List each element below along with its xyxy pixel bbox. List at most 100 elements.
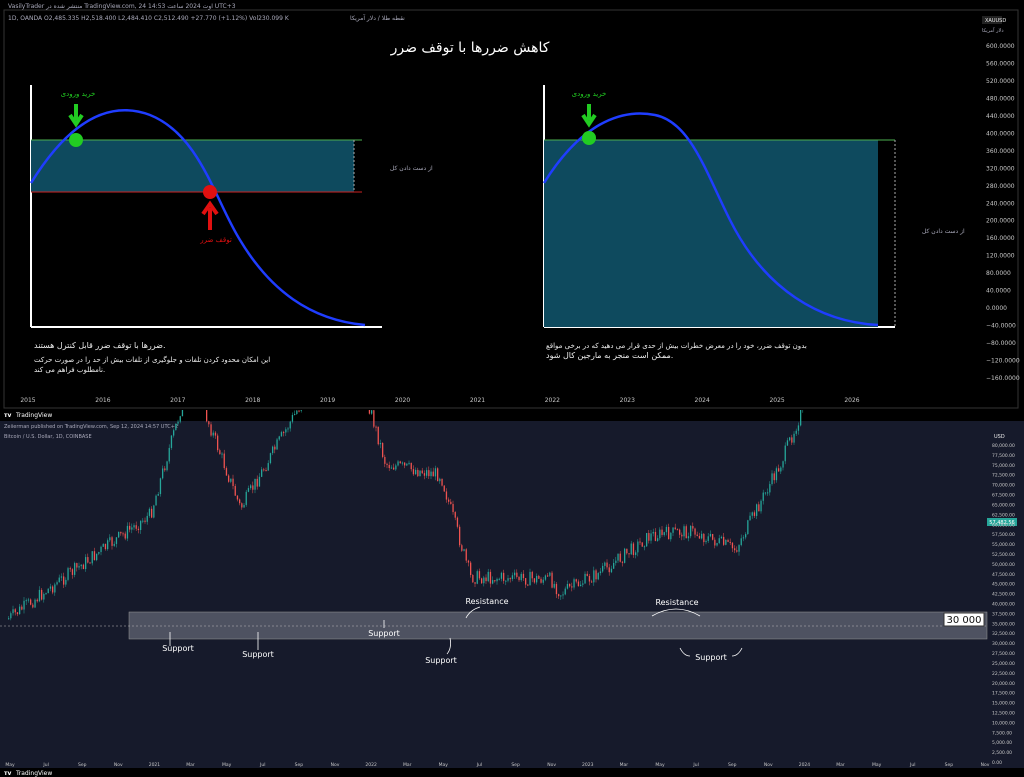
- candle-body: [725, 539, 727, 545]
- candle-body: [518, 576, 520, 581]
- candle-body: [630, 543, 632, 555]
- bottom-x-tick: Jul: [42, 762, 48, 768]
- candle-body: [241, 503, 243, 508]
- candle-body: [767, 492, 769, 494]
- bottom-y-tick: 80,000.00: [992, 443, 1015, 449]
- bottom-x-tick: May: [439, 762, 449, 768]
- left-loss-zone: [31, 140, 354, 192]
- bottom-y-tick: 5,000.00: [992, 740, 1012, 746]
- candle-body: [786, 440, 789, 446]
- candle-body: [762, 492, 764, 501]
- bottom-x-tick: Jul: [692, 762, 698, 768]
- candle-body: [494, 580, 496, 582]
- candle-body: [261, 469, 263, 477]
- btc-symbol-line: Bitcoin / U.S. Dollar, 1D, COINBASE: [4, 434, 92, 440]
- candle-body: [173, 430, 175, 436]
- candle-body: [140, 520, 142, 531]
- candle-body: [461, 545, 463, 551]
- candle-body: [230, 478, 232, 482]
- candle-body: [511, 575, 514, 580]
- candle-body: [45, 593, 47, 595]
- bottom-y-tick: 67,500.00: [992, 493, 1015, 499]
- candle-body: [789, 437, 791, 441]
- candle-body: [676, 529, 679, 531]
- currency-tag-box[interactable]: [982, 16, 1002, 24]
- candle-body: [650, 533, 652, 541]
- candle-body: [445, 491, 448, 500]
- candle-body: [571, 586, 573, 588]
- candle-body: [181, 410, 184, 417]
- top-chart-panel: VasilyTrader منتشر شده در TradingView.co…: [3, 3, 1020, 409]
- candle-body: [379, 443, 382, 445]
- candle-body: [91, 551, 93, 564]
- last-price-badge: [987, 518, 1017, 526]
- support-resistance-zone: [128, 611, 988, 640]
- candle-body: [641, 542, 643, 547]
- candle-body: [162, 468, 164, 479]
- right-loss-label: از دست دادن کل: [922, 228, 965, 235]
- bottom-x-tick: 2024: [799, 762, 811, 768]
- candle-body: [256, 478, 258, 487]
- candle-body: [60, 576, 63, 578]
- top-y-tick: 80.0000: [986, 270, 1011, 277]
- bottom-x-tick: Nov: [547, 762, 556, 768]
- candle-body: [399, 461, 401, 464]
- candle-body: [734, 548, 736, 551]
- candle-body: [791, 437, 793, 443]
- candle-body: [586, 573, 588, 576]
- candle-body: [214, 432, 217, 436]
- top-y-tick: −40.0000: [986, 323, 1016, 330]
- left-caption-1: ضررها با توقف ضرر قابل کنترل هستند.: [34, 341, 166, 350]
- bottom-y-tick: 62,500.00: [992, 512, 1015, 518]
- top-y-tick: 320.0000: [986, 165, 1015, 172]
- candle-body: [87, 557, 89, 563]
- bottom-y-tick: 15,000.00: [992, 701, 1015, 707]
- candle-body: [525, 578, 527, 585]
- candle-body: [718, 538, 720, 544]
- candle-body: [252, 485, 254, 490]
- bottom-x-tick: Mar: [836, 762, 845, 768]
- candle-body: [10, 613, 12, 619]
- candle-body: [635, 552, 637, 555]
- candle-body: [289, 421, 291, 429]
- candle-body: [267, 463, 269, 471]
- candle-body: [179, 416, 181, 422]
- bottom-y-tick: 70,000.00: [992, 483, 1015, 489]
- left-loss-label: از دست دادن کل: [390, 165, 433, 172]
- candle-body: [437, 468, 439, 482]
- candle-body: [122, 533, 124, 535]
- candle-body: [608, 567, 610, 573]
- candle-body: [298, 410, 300, 412]
- candle-body: [54, 584, 56, 593]
- candle-body: [296, 410, 298, 414]
- candle-body: [126, 525, 129, 539]
- candle-body: [390, 467, 393, 469]
- candle-body: [465, 549, 467, 561]
- candle-body: [637, 541, 639, 553]
- bottom-y-tick: 60,000.00: [992, 522, 1015, 528]
- candle-body: [384, 456, 386, 464]
- candle-body: [599, 571, 602, 574]
- candle-body: [153, 505, 155, 518]
- bottom-x-axis-labels: May Jul Sep Nov 2021 Mar May Jul Sep Nov 2022 Mar Ma…: [5, 762, 989, 768]
- candle-body: [375, 426, 377, 428]
- zone-label: 30 000: [947, 615, 982, 626]
- top-x-tick: 2020: [395, 397, 410, 404]
- candle-body: [538, 575, 540, 579]
- candle-body: [536, 575, 538, 583]
- bottom-y-tick: 72,500.00: [992, 473, 1015, 479]
- candle-body: [32, 604, 34, 608]
- currency-sub: دلار آمریکا: [982, 27, 1004, 34]
- support-arrow-4-icon: [446, 637, 451, 655]
- candle-body: [527, 584, 529, 586]
- candle-body: [228, 475, 230, 482]
- candle-body: [124, 533, 126, 539]
- bottom-x-tick: 2023: [582, 762, 594, 768]
- instrument-name: نقطه طلا / دلار آمریکا: [350, 13, 405, 22]
- candle-body: [388, 464, 390, 469]
- tv-footer-brand: TradingView: [15, 770, 52, 777]
- candle-body: [168, 447, 170, 462]
- candle-body: [25, 600, 27, 602]
- top-x-tick: 2018: [245, 397, 260, 404]
- candle-body: [740, 538, 742, 546]
